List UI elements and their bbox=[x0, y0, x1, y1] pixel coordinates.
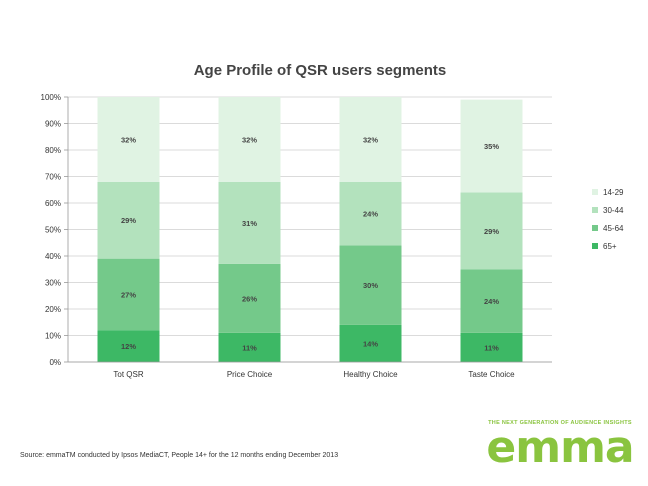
x-category-label: Healthy Choice bbox=[343, 370, 398, 379]
y-tick-label: 100% bbox=[41, 93, 61, 102]
logo-wordmark: emma bbox=[486, 422, 634, 473]
data-label: 24% bbox=[484, 297, 499, 306]
emma-logo: THE NEXT GENERATION OF AUDIENCE INSIGHTS… bbox=[485, 420, 635, 480]
bar-segment bbox=[339, 181, 402, 246]
legend-swatch bbox=[592, 189, 598, 195]
bar-segment bbox=[97, 258, 160, 331]
x-category-label: Tot QSR bbox=[113, 370, 143, 379]
data-label: 35% bbox=[484, 142, 499, 151]
legend-label: 14-29 bbox=[603, 188, 624, 197]
y-tick-label: 40% bbox=[45, 252, 61, 261]
bar-segment bbox=[218, 97, 281, 182]
data-label: 31% bbox=[242, 219, 257, 228]
data-label: 14% bbox=[363, 339, 378, 348]
bar-segment bbox=[97, 330, 160, 362]
data-label: 11% bbox=[242, 343, 257, 352]
x-category-label: Taste Choice bbox=[468, 370, 515, 379]
legend-label: 65+ bbox=[603, 242, 617, 251]
y-tick-label: 50% bbox=[45, 226, 61, 235]
bar-segment bbox=[339, 324, 402, 362]
data-label: 32% bbox=[121, 135, 136, 144]
data-label: 32% bbox=[242, 135, 257, 144]
y-tick-label: 70% bbox=[45, 173, 61, 182]
source-note: Source: emmaTM conducted by Ipsos MediaC… bbox=[20, 452, 339, 459]
legend-swatch bbox=[592, 225, 598, 231]
y-tick-label: 20% bbox=[45, 305, 61, 314]
logo-tagline: THE NEXT GENERATION OF AUDIENCE INSIGHTS bbox=[488, 420, 632, 426]
bar-segment bbox=[460, 192, 523, 270]
legend-label: 45-64 bbox=[603, 224, 624, 233]
y-tick-label: 80% bbox=[45, 146, 61, 155]
x-category-label: Price Choice bbox=[227, 370, 273, 379]
y-tick-label: 10% bbox=[45, 332, 61, 341]
data-label: 30% bbox=[363, 281, 378, 290]
data-label: 29% bbox=[484, 227, 499, 236]
legend-label: 30-44 bbox=[603, 206, 624, 215]
data-label: 11% bbox=[484, 343, 499, 352]
bar-segment bbox=[218, 181, 281, 264]
bar-segment bbox=[218, 332, 281, 362]
data-label: 12% bbox=[121, 342, 136, 351]
data-label: 24% bbox=[363, 210, 378, 219]
chart-title: Age Profile of QSR users segments bbox=[194, 62, 447, 79]
data-label: 26% bbox=[242, 294, 257, 303]
bar-segment bbox=[97, 97, 160, 182]
y-tick-label: 30% bbox=[45, 279, 61, 288]
bar-segment bbox=[460, 269, 523, 333]
bar-segment bbox=[218, 263, 281, 333]
y-tick-label: 0% bbox=[49, 358, 61, 367]
legend-swatch bbox=[592, 243, 598, 249]
bar-segment bbox=[97, 181, 160, 259]
bar-segment bbox=[460, 332, 523, 362]
legend-swatch bbox=[592, 207, 598, 213]
bar-segment bbox=[460, 99, 523, 193]
y-tick-label: 60% bbox=[45, 199, 61, 208]
data-label: 29% bbox=[121, 216, 136, 225]
bar-segment bbox=[339, 245, 402, 325]
y-tick-label: 90% bbox=[45, 120, 61, 129]
bar-segment bbox=[339, 97, 402, 182]
data-label: 27% bbox=[121, 290, 136, 299]
data-label: 32% bbox=[363, 135, 378, 144]
